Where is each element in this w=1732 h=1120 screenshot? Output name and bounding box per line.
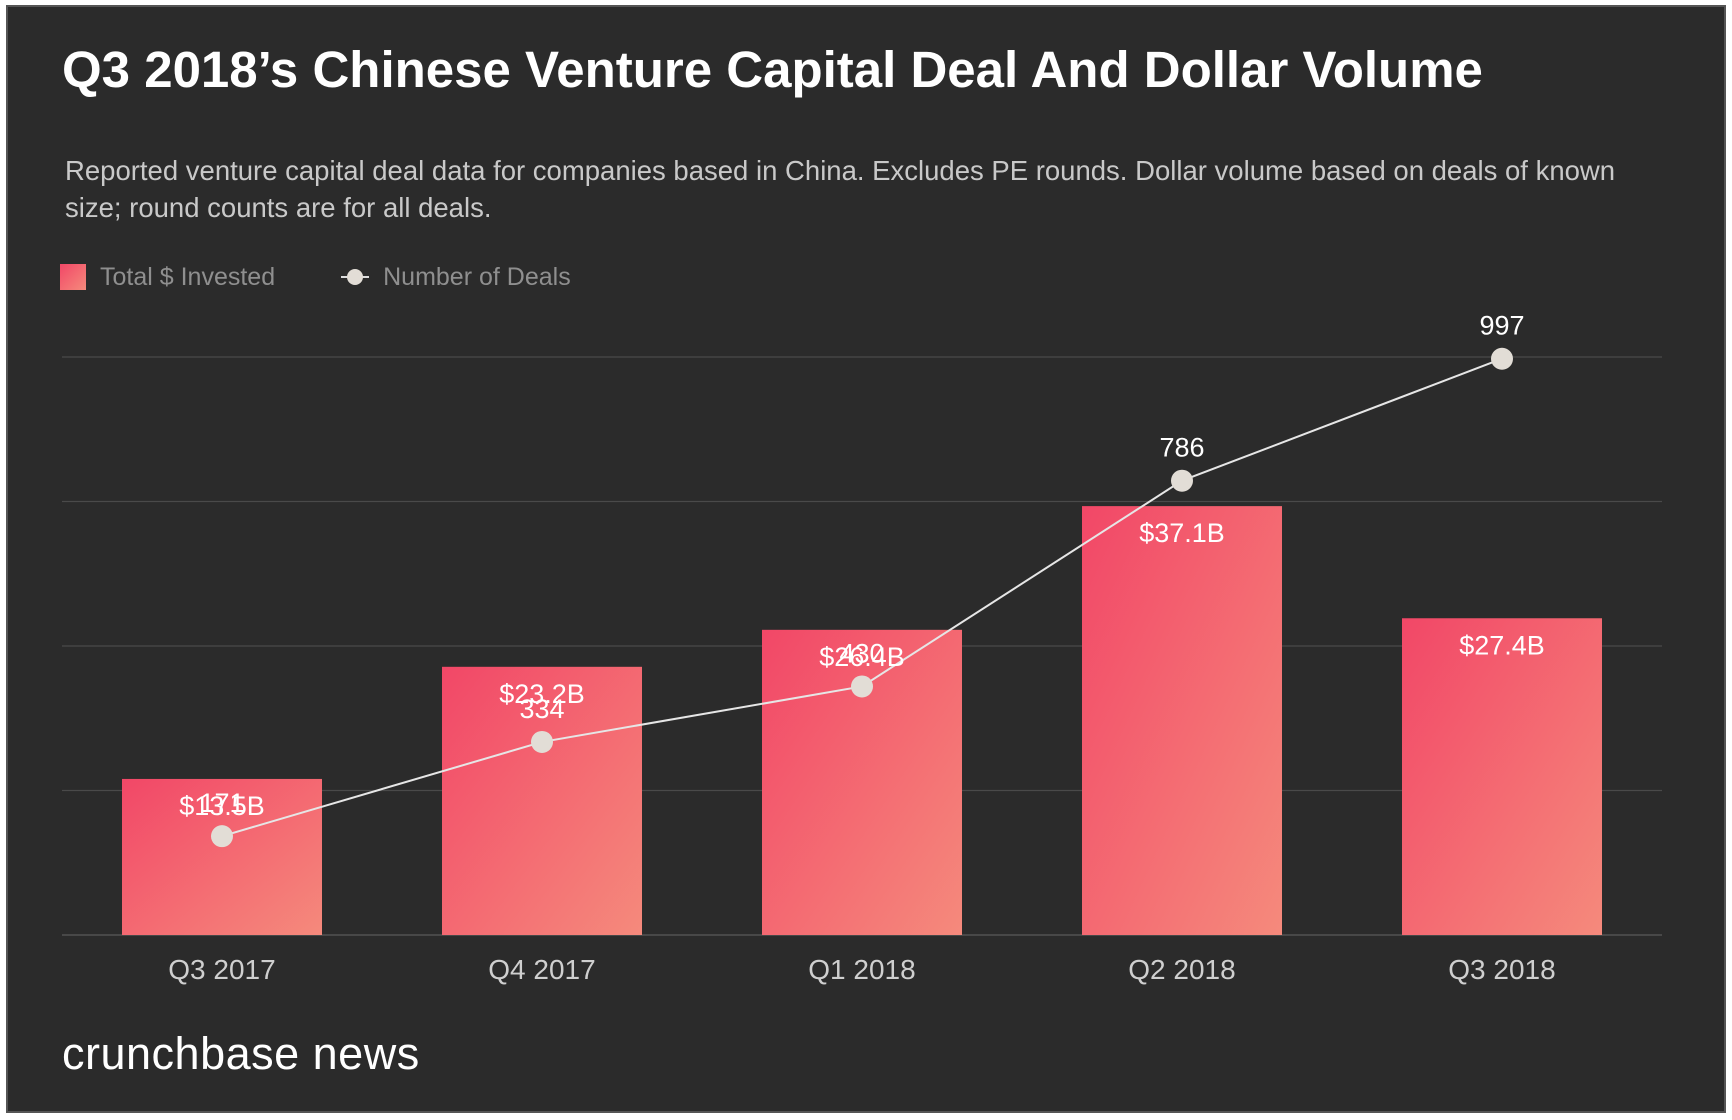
chart-subtitle: Reported venture capital deal data for c… <box>65 155 1616 223</box>
labels: $13.5B Q3 2017 $23.2B Q4 2017 $26.4B Q1 2018 $… <box>168 311 1555 985</box>
deals-point <box>211 825 233 848</box>
legend-item-total-invested: Total $ Invested <box>60 263 275 292</box>
x-tick-label: Q3 2018 <box>1448 954 1555 985</box>
deals-value-label: 334 <box>519 694 564 724</box>
legend-bar-swatch <box>60 264 86 290</box>
deals-point <box>851 675 873 698</box>
deals-point <box>1491 347 1513 370</box>
x-tick-label: Q2 2018 <box>1128 954 1235 985</box>
deals-point <box>531 730 553 753</box>
bars <box>122 506 1602 935</box>
bar-q2-2018 <box>1082 506 1282 935</box>
bar-value-label: $23.2B <box>499 679 585 709</box>
bar-value-label: $37.1B <box>1139 518 1225 548</box>
deals-value-label: 430 <box>839 638 884 668</box>
x-tick-label: Q1 2018 <box>808 954 915 985</box>
chart-legend: Total $ Invested Number of Deals <box>60 262 637 292</box>
chart-title: Q3 2018’s Chinese Venture Capital Deal A… <box>62 41 1483 98</box>
bar-value-label: $26.4B <box>819 642 905 672</box>
deals-line-series <box>211 347 1513 848</box>
brand-logo-text: crunchbase news <box>62 1028 420 1079</box>
x-tick-label: Q4 2017 <box>488 954 595 985</box>
deals-value-label: 171 <box>199 788 244 818</box>
legend-label-number-of-deals: Number of Deals <box>383 262 571 291</box>
legend-line-swatch <box>341 264 370 290</box>
x-tick-label: Q3 2017 <box>168 954 275 985</box>
bar-q4-2017 <box>442 666 642 935</box>
legend-label-total-invested: Total $ Invested <box>100 262 276 291</box>
deals-value-label: 786 <box>1159 433 1204 463</box>
bar-q3-2017 <box>122 778 322 935</box>
deals-point <box>1171 469 1193 492</box>
legend-item-number-of-deals: Number of Deals <box>341 263 571 292</box>
bar-q3-2018 <box>1402 618 1602 935</box>
bar-value-label: $13.5B <box>179 791 265 821</box>
bar-value-label: $27.4B <box>1459 630 1545 660</box>
deals-value-label: 997 <box>1479 311 1524 341</box>
